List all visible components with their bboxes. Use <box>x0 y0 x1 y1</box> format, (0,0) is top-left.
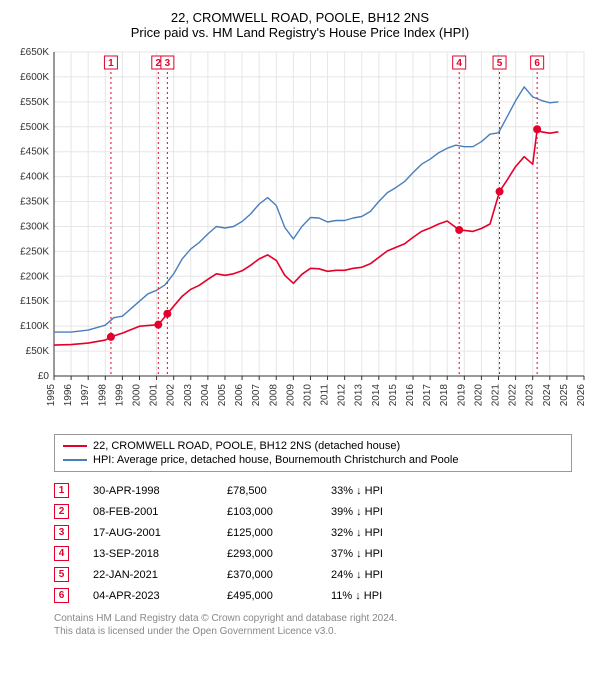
svg-text:2008: 2008 <box>268 384 279 407</box>
transaction-price: £293,000 <box>227 548 307 560</box>
svg-text:2009: 2009 <box>285 384 296 407</box>
svg-text:2010: 2010 <box>302 384 313 407</box>
transaction-date: 08-FEB-2001 <box>93 506 203 518</box>
svg-text:£0: £0 <box>38 371 50 382</box>
svg-text:2021: 2021 <box>491 384 502 407</box>
svg-text:4: 4 <box>456 58 462 69</box>
svg-text:£500K: £500K <box>20 122 49 133</box>
transaction-hpi: 24% ↓ HPI <box>331 569 431 581</box>
svg-text:1997: 1997 <box>80 384 91 407</box>
transaction-price: £125,000 <box>227 527 307 539</box>
transaction-date: 17-AUG-2001 <box>93 527 203 539</box>
svg-text:5: 5 <box>497 58 503 69</box>
transaction-row: 4 13-SEP-2018 £293,000 37% ↓ HPI <box>54 543 584 564</box>
svg-text:1995: 1995 <box>46 384 57 407</box>
svg-text:£450K: £450K <box>20 147 49 158</box>
legend-label: 22, CROMWELL ROAD, POOLE, BH12 2NS (deta… <box>93 440 400 452</box>
svg-text:2007: 2007 <box>251 384 262 407</box>
svg-text:1999: 1999 <box>114 384 125 407</box>
svg-text:2018: 2018 <box>439 384 450 407</box>
transaction-row: 1 30-APR-1998 £78,500 33% ↓ HPI <box>54 480 584 501</box>
svg-text:£100K: £100K <box>20 321 49 332</box>
transaction-hpi: 33% ↓ HPI <box>331 485 431 497</box>
chart-svg: £0 £50K £100K £150K £200K £250K £300K £350K £400… <box>10 46 590 426</box>
svg-text:2016: 2016 <box>405 384 416 407</box>
chart-title: 22, CROMWELL ROAD, POOLE, BH12 2NS <box>10 10 590 25</box>
transaction-row: 3 17-AUG-2001 £125,000 32% ↓ HPI <box>54 522 584 543</box>
transaction-row: 6 04-APR-2023 £495,000 11% ↓ HPI <box>54 585 584 606</box>
svg-text:£550K: £550K <box>20 97 49 108</box>
transaction-price: £78,500 <box>227 485 307 497</box>
transaction-date: 22-JAN-2021 <box>93 569 203 581</box>
svg-text:1: 1 <box>108 58 114 69</box>
svg-text:£200K: £200K <box>20 271 49 282</box>
svg-text:2017: 2017 <box>422 384 433 407</box>
svg-text:£650K: £650K <box>20 47 49 58</box>
svg-text:2005: 2005 <box>217 384 228 407</box>
svg-text:£600K: £600K <box>20 72 49 83</box>
svg-text:£250K: £250K <box>20 246 49 257</box>
svg-text:2004: 2004 <box>200 384 211 407</box>
svg-text:£350K: £350K <box>20 197 49 208</box>
transaction-date: 04-APR-2023 <box>93 590 203 602</box>
svg-text:2026: 2026 <box>576 384 587 407</box>
svg-text:2003: 2003 <box>183 384 194 407</box>
chart-area: £0 £50K £100K £150K £200K £250K £300K £350K £400… <box>10 46 590 426</box>
transaction-marker: 5 <box>54 567 69 582</box>
transaction-marker: 3 <box>54 525 69 540</box>
svg-text:£150K: £150K <box>20 296 49 307</box>
transaction-date: 30-APR-1998 <box>93 485 203 497</box>
svg-text:2020: 2020 <box>473 384 484 407</box>
svg-text:2012: 2012 <box>337 384 348 407</box>
svg-text:3: 3 <box>165 58 171 69</box>
transaction-price: £370,000 <box>227 569 307 581</box>
transaction-price: £495,000 <box>227 590 307 602</box>
svg-text:2022: 2022 <box>508 384 519 407</box>
svg-text:1996: 1996 <box>63 384 74 407</box>
transaction-hpi: 37% ↓ HPI <box>331 548 431 560</box>
legend-item: 22, CROMWELL ROAD, POOLE, BH12 2NS (deta… <box>63 439 563 453</box>
svg-text:£300K: £300K <box>20 221 49 232</box>
svg-text:2015: 2015 <box>388 384 399 407</box>
transaction-marker: 2 <box>54 504 69 519</box>
transaction-row: 2 08-FEB-2001 £103,000 39% ↓ HPI <box>54 501 584 522</box>
svg-text:2025: 2025 <box>559 384 570 407</box>
transaction-hpi: 32% ↓ HPI <box>331 527 431 539</box>
chart-subtitle: Price paid vs. HM Land Registry's House … <box>10 25 590 40</box>
svg-text:2014: 2014 <box>371 384 382 407</box>
transaction-price: £103,000 <box>227 506 307 518</box>
transaction-date: 13-SEP-2018 <box>93 548 203 560</box>
transaction-row: 5 22-JAN-2021 £370,000 24% ↓ HPI <box>54 564 584 585</box>
transaction-marker: 4 <box>54 546 69 561</box>
svg-text:2011: 2011 <box>320 384 331 406</box>
transaction-marker: 1 <box>54 483 69 498</box>
svg-text:1998: 1998 <box>97 384 108 407</box>
svg-text:6: 6 <box>534 58 540 69</box>
svg-text:£400K: £400K <box>20 172 49 183</box>
svg-text:2023: 2023 <box>525 384 536 407</box>
transaction-hpi: 39% ↓ HPI <box>331 506 431 518</box>
transactions-table: 1 30-APR-1998 £78,500 33% ↓ HPI 2 08-FEB-2001… <box>54 480 584 606</box>
legend-box: 22, CROMWELL ROAD, POOLE, BH12 2NS (deta… <box>54 434 572 472</box>
legend-swatch <box>63 445 87 447</box>
svg-text:2019: 2019 <box>456 384 467 407</box>
transaction-hpi: 11% ↓ HPI <box>331 590 431 602</box>
svg-text:2013: 2013 <box>354 384 365 407</box>
svg-text:2006: 2006 <box>234 384 245 407</box>
svg-text:2000: 2000 <box>131 384 142 407</box>
footnote-line: This data is licensed under the Open Gov… <box>54 625 584 638</box>
svg-text:2001: 2001 <box>149 384 160 407</box>
footnote-line: Contains HM Land Registry data © Crown c… <box>54 612 584 625</box>
svg-text:£50K: £50K <box>26 346 50 357</box>
legend-item: HPI: Average price, detached house, Bour… <box>63 453 563 467</box>
legend-label: HPI: Average price, detached house, Bour… <box>93 454 458 466</box>
legend-swatch <box>63 459 87 461</box>
transaction-marker: 6 <box>54 588 69 603</box>
footnote: Contains HM Land Registry data © Crown c… <box>54 612 584 638</box>
svg-text:2024: 2024 <box>542 384 553 407</box>
svg-text:2002: 2002 <box>166 384 177 407</box>
